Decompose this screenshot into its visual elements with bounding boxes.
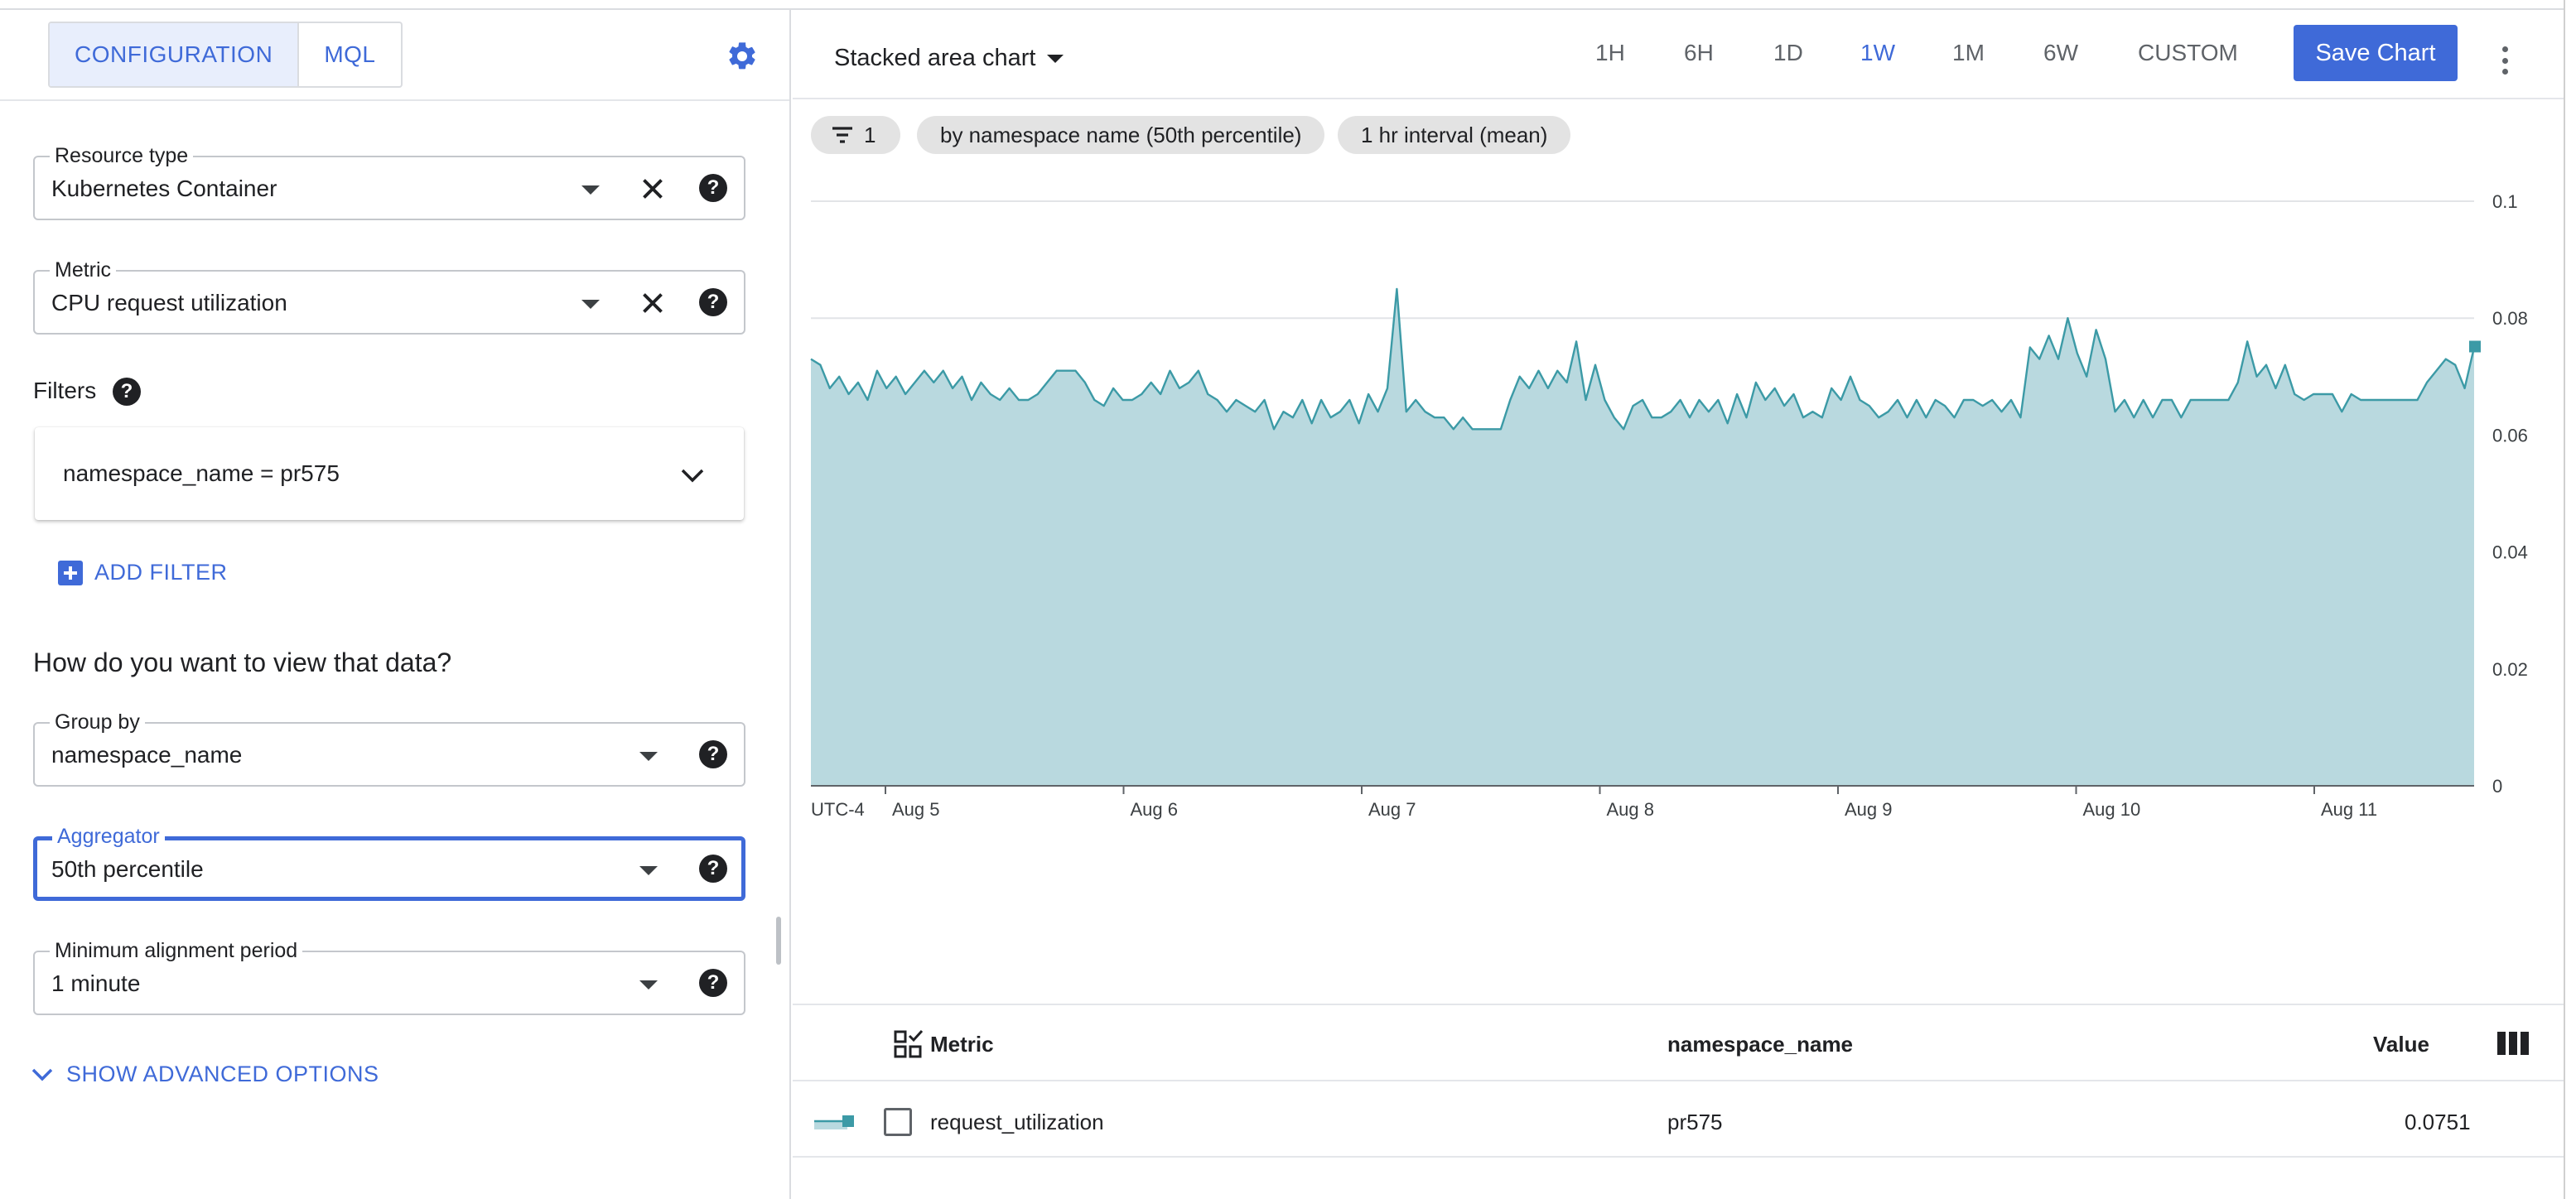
y-tick-label: 0.08 bbox=[2492, 308, 2528, 329]
columns-icon[interactable] bbox=[2497, 1032, 2529, 1055]
filter-item[interactable]: namespace_name = pr575 bbox=[35, 427, 744, 520]
legend-row: request_utilization pr575 0.0751 bbox=[793, 1083, 2564, 1158]
legend-divider bbox=[793, 1004, 2564, 1005]
filter-count: 1 bbox=[864, 122, 876, 147]
aggregator-value: 50th percentile bbox=[51, 856, 204, 882]
filters-title: Filters bbox=[33, 378, 97, 403]
top-divider bbox=[0, 8, 2564, 10]
help-icon[interactable]: ? bbox=[699, 174, 727, 202]
add-filter-button[interactable]: ADD FILTER bbox=[58, 560, 228, 585]
range-6h[interactable]: 6H bbox=[1684, 40, 1714, 65]
metric-value: CPU request utilization bbox=[51, 290, 287, 315]
y-tick-label: 0.06 bbox=[2492, 425, 2528, 445]
save-chart-button[interactable]: Save Chart bbox=[2294, 25, 2458, 81]
caret-down-icon[interactable] bbox=[639, 866, 658, 875]
y-tick-label: 0.04 bbox=[2492, 542, 2528, 563]
aggregator-label: Aggregator bbox=[52, 825, 165, 849]
chart-type-dropdown[interactable]: Stacked area chart bbox=[834, 45, 1064, 72]
metric-label: Metric bbox=[50, 258, 117, 282]
last-point-marker bbox=[2469, 340, 2481, 353]
chevron-down-icon bbox=[31, 1068, 53, 1081]
tab-configuration[interactable]: CONFIGURATION bbox=[50, 23, 298, 86]
add-icon bbox=[58, 560, 83, 585]
resize-handle[interactable] bbox=[776, 917, 781, 965]
x-tick-label: Aug 11 bbox=[2321, 799, 2377, 820]
chart-type-label: Stacked area chart bbox=[834, 45, 1036, 71]
group-by-select[interactable]: Group by namespace_name ? bbox=[33, 710, 745, 787]
panel-divider bbox=[0, 99, 789, 101]
close-icon[interactable] bbox=[638, 288, 668, 318]
filters-help-icon[interactable]: ? bbox=[113, 378, 141, 406]
help-icon[interactable]: ? bbox=[699, 855, 727, 883]
chart-toolbar: Stacked area chart 1H 6H 1D 1W 1M 6W CUS… bbox=[793, 10, 2564, 99]
legend-header: Metric namespace_name Value bbox=[793, 1005, 2564, 1081]
group-by-label: Group by bbox=[50, 710, 145, 734]
interval-chip[interactable]: 1 hr interval (mean) bbox=[1338, 116, 1571, 154]
aggregator-select[interactable]: Aggregator 50th percentile ? bbox=[33, 825, 745, 901]
filter-expression: namespace_name = pr575 bbox=[63, 460, 340, 486]
resource-type-value: Kubernetes Container bbox=[51, 176, 277, 201]
legend-header-metric[interactable]: Metric bbox=[930, 1032, 994, 1057]
tab-mql[interactable]: MQL bbox=[297, 23, 400, 86]
adjacent-window-edge bbox=[2564, 0, 2576, 1199]
help-icon[interactable]: ? bbox=[699, 740, 727, 768]
caret-down-icon[interactable] bbox=[581, 300, 600, 309]
caret-down-icon[interactable] bbox=[639, 752, 658, 761]
column-picker-icon[interactable] bbox=[894, 1030, 924, 1058]
x-tick-label: Aug 10 bbox=[2083, 799, 2141, 820]
legend-row-metric: request_utilization bbox=[930, 1110, 1104, 1134]
caret-down-icon[interactable] bbox=[581, 185, 600, 195]
range-1m[interactable]: 1M bbox=[1952, 40, 1985, 65]
stacked-area-chart[interactable]: 0 0.02 0.04 0.06 0.08 0.1 UTC-4 Aug 5 Aug 6 Aug 7… bbox=[793, 171, 2564, 834]
x-tick-label: Aug 8 bbox=[1607, 799, 1655, 820]
series-area bbox=[811, 288, 2474, 786]
gear-icon[interactable] bbox=[726, 40, 759, 73]
y-tick-label: 0.02 bbox=[2492, 659, 2528, 680]
min-alignment-label: Minimum alignment period bbox=[50, 939, 303, 963]
y-tick-label: 0.1 bbox=[2492, 191, 2518, 212]
legend-header-value[interactable]: Value bbox=[2373, 1032, 2429, 1057]
show-advanced-options-label: SHOW ADVANCED OPTIONS bbox=[66, 1062, 379, 1086]
caret-down-icon[interactable] bbox=[639, 980, 658, 990]
filter-count-chip[interactable]: 1 bbox=[811, 116, 900, 154]
legend-row-value: 0.0751 bbox=[2405, 1110, 2471, 1134]
series-line bbox=[810, 287, 2476, 431]
group-by-chip[interactable]: by namespace name (50th percentile) bbox=[917, 116, 1325, 154]
caret-down-icon bbox=[1047, 54, 1064, 63]
min-alignment-value: 1 minute bbox=[51, 970, 141, 996]
help-icon[interactable]: ? bbox=[699, 969, 727, 997]
range-1h[interactable]: 1H bbox=[1595, 40, 1625, 65]
y-tick-label: 0 bbox=[2492, 776, 2502, 797]
min-alignment-select[interactable]: Minimum alignment period 1 minute ? bbox=[33, 939, 745, 1015]
timezone-label: UTC-4 bbox=[811, 799, 865, 820]
view-section-title: How do you want to view that data? bbox=[33, 648, 452, 677]
show-advanced-options-button[interactable]: SHOW ADVANCED OPTIONS bbox=[30, 1062, 379, 1087]
x-tick-label: Aug 6 bbox=[1131, 799, 1179, 820]
x-tick-label: Aug 5 bbox=[892, 799, 940, 820]
close-icon[interactable] bbox=[638, 174, 668, 204]
x-tick-label: Aug 9 bbox=[1845, 799, 1893, 820]
chevron-down-icon[interactable] bbox=[678, 465, 707, 485]
add-filter-label: ADD FILTER bbox=[94, 560, 228, 585]
mode-tabs: CONFIGURATION MQL bbox=[48, 22, 403, 88]
more-options-icon[interactable] bbox=[2501, 46, 2509, 75]
range-1w[interactable]: 1W bbox=[1860, 40, 1895, 65]
x-tick-label: Aug 7 bbox=[1368, 799, 1416, 820]
legend-header-namespace[interactable]: namespace_name bbox=[1667, 1032, 1854, 1057]
series-checkbox[interactable] bbox=[884, 1108, 912, 1136]
configuration-panel: CONFIGURATION MQL Resource type Kubernet… bbox=[0, 10, 791, 1199]
resource-type-select[interactable]: Resource type Kubernetes Container ? bbox=[33, 144, 745, 220]
help-icon[interactable]: ? bbox=[699, 288, 727, 316]
metric-select[interactable]: Metric CPU request utilization ? bbox=[33, 258, 745, 335]
filter-icon bbox=[832, 127, 852, 143]
range-custom[interactable]: CUSTOM bbox=[2138, 40, 2238, 65]
legend-row-namespace: pr575 bbox=[1667, 1110, 1723, 1134]
range-6w[interactable]: 6W bbox=[2043, 40, 2078, 65]
resource-type-label: Resource type bbox=[50, 144, 194, 168]
group-by-value: namespace_name bbox=[51, 742, 243, 768]
chart-panel: Stacked area chart 1H 6H 1D 1W 1M 6W CUS… bbox=[793, 10, 2564, 1199]
series-swatch-icon bbox=[814, 1115, 854, 1129]
range-1d[interactable]: 1D bbox=[1773, 40, 1803, 65]
